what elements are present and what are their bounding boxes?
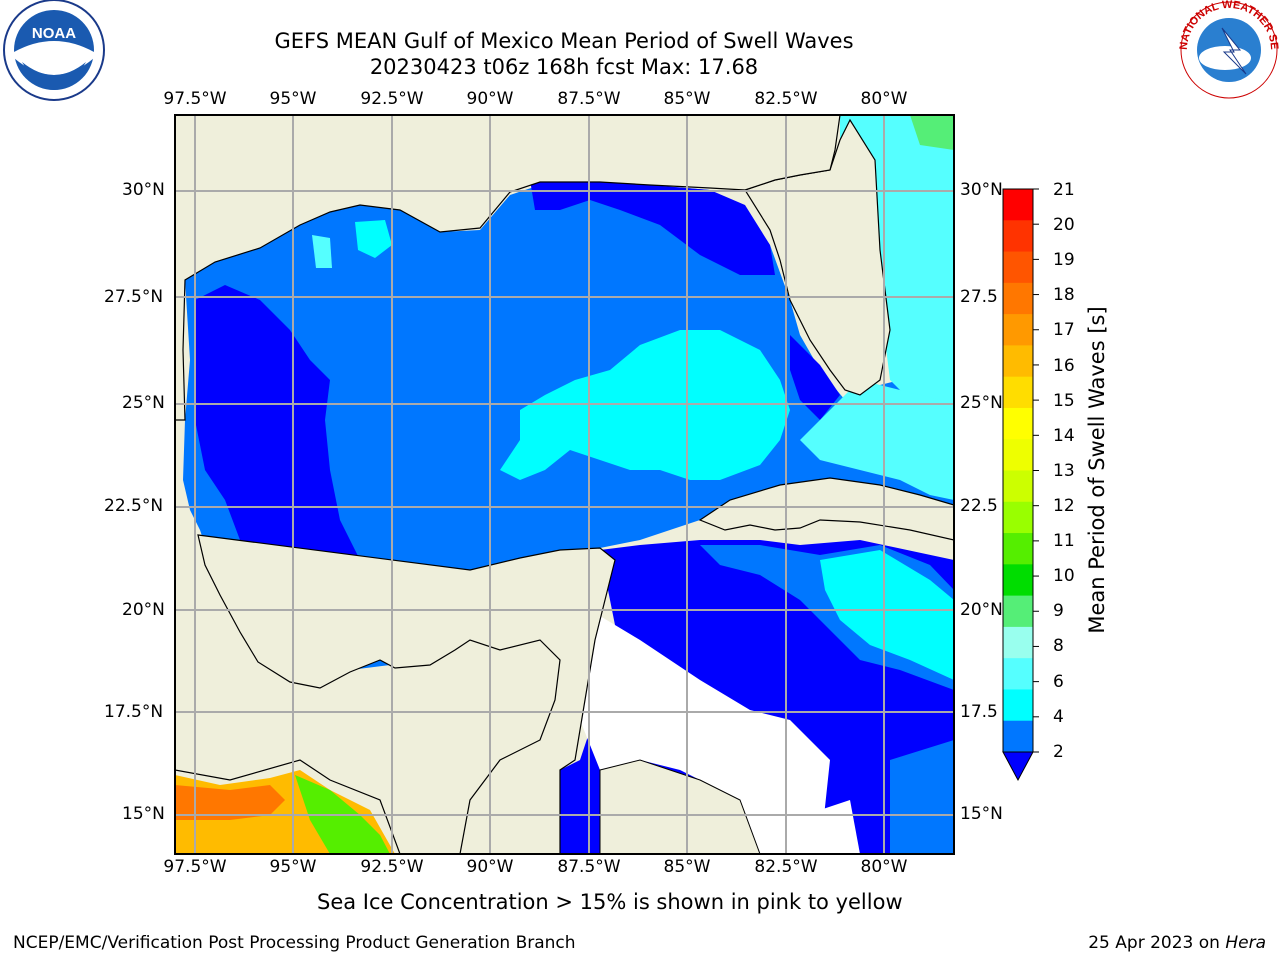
lat-label-left: 25°N bbox=[122, 393, 165, 413]
svg-text:NOAA: NOAA bbox=[32, 25, 76, 42]
lon-label-bottom: 85°W bbox=[663, 857, 711, 877]
lat-label-right: 25°N bbox=[960, 393, 1003, 413]
lat-label-left: 15°N bbox=[122, 804, 165, 824]
lon-label-bottom: 90°W bbox=[466, 857, 514, 877]
lon-label-top: 95°W bbox=[269, 89, 317, 109]
lon-label-top: 85°W bbox=[663, 89, 711, 109]
lat-label-left: 27.5°N bbox=[104, 287, 164, 307]
colorbar-tick: 12 bbox=[1053, 496, 1075, 516]
colorbar-segment bbox=[1003, 595, 1033, 628]
svg-text:NATIONAL WEATHER SERVICE: NATIONAL WEATHER SERVICE bbox=[0, 0, 1280, 50]
lat-label-left: 17.5°N bbox=[104, 702, 164, 722]
northeast-low-period bbox=[530, 180, 775, 275]
lon-label-bottom: 87.5°W bbox=[557, 857, 621, 877]
colorbar-tick: 17 bbox=[1053, 320, 1075, 340]
colorbar-segment bbox=[1003, 470, 1033, 503]
colorbar-tick: 6 bbox=[1053, 672, 1064, 692]
graticule bbox=[175, 115, 954, 854]
colorbar-segment bbox=[1003, 220, 1033, 253]
colorbar-tick: 10 bbox=[1053, 566, 1075, 586]
colorbar-segment bbox=[1003, 376, 1033, 409]
footer-machine: Hera bbox=[1225, 933, 1266, 953]
map-subtitle: 20230423 t06z 168h fcst Max: 17.68 bbox=[369, 55, 759, 79]
lon-label-bottom: 82.5°W bbox=[754, 857, 818, 877]
lat-label-right: 22.5 bbox=[960, 496, 998, 516]
colorbar-segment bbox=[1003, 189, 1033, 221]
footer-date: 25 Apr 2023 on Hera bbox=[1088, 933, 1266, 953]
colorbar-tick: 20 bbox=[1053, 215, 1075, 235]
colorbar-segment bbox=[1003, 626, 1033, 659]
colorbar-segment bbox=[1003, 282, 1033, 315]
lat-label-left: 30°N bbox=[122, 180, 165, 200]
lon-label-top: 90°W bbox=[466, 89, 514, 109]
map-title: GEFS MEAN Gulf of Mexico Mean Period of … bbox=[274, 29, 854, 53]
lon-label-bottom: 80°W bbox=[860, 857, 908, 877]
colorbar-segment bbox=[1003, 564, 1033, 597]
colorbar-segment bbox=[1003, 345, 1033, 378]
lon-label-top: 80°W bbox=[860, 89, 908, 109]
lon-label-bottom: 92.5°W bbox=[360, 857, 424, 877]
colorbar-tick: 14 bbox=[1053, 426, 1075, 446]
colorbar-tick: 11 bbox=[1053, 531, 1075, 551]
colorbar-tick: 16 bbox=[1053, 356, 1075, 376]
map-area bbox=[175, 115, 954, 854]
colorbar-tick: 18 bbox=[1053, 285, 1075, 305]
colorbar-segment bbox=[1003, 439, 1033, 471]
colorbar-tick: 21 bbox=[1053, 180, 1075, 200]
colorbar-tick: 15 bbox=[1053, 391, 1075, 411]
colorbar-segment bbox=[1003, 720, 1033, 753]
colorbar-extend bbox=[1002, 751, 1034, 782]
colorbar-segment bbox=[1003, 658, 1033, 690]
colorbar-label: Mean Period of Swell Waves [s] bbox=[1085, 306, 1109, 634]
colorbar-tick: 13 bbox=[1053, 461, 1075, 481]
colorbar-tick: 4 bbox=[1053, 707, 1064, 727]
colorbar-tick: 2 bbox=[1053, 742, 1064, 762]
colorbar-segment bbox=[1003, 689, 1033, 722]
colorbar-segment bbox=[1003, 314, 1033, 346]
lat-label-right: 30°N bbox=[960, 180, 1003, 200]
lat-label-left: 20°N bbox=[122, 600, 165, 620]
lat-label-left: 22.5°N bbox=[104, 496, 164, 516]
lon-label-bottom: 97.5°W bbox=[163, 857, 227, 877]
sea-ice-note: Sea Ice Concentration > 15% is shown in … bbox=[317, 890, 903, 914]
colorbar-tick: 9 bbox=[1053, 601, 1064, 621]
lat-label-right: 15°N bbox=[960, 804, 1003, 824]
lon-label-top: 97.5°W bbox=[163, 89, 227, 109]
colorbar-segment bbox=[1003, 533, 1033, 565]
lon-label-top: 92.5°W bbox=[360, 89, 424, 109]
lat-label-right: 27.5 bbox=[960, 287, 998, 307]
lon-label-bottom: 95°W bbox=[269, 857, 317, 877]
lat-label-right: 20°N bbox=[960, 600, 1003, 620]
lat-label-right: 17.5 bbox=[960, 702, 998, 722]
footer-credit: NCEP/EMC/Verification Post Processing Pr… bbox=[13, 933, 576, 953]
lon-label-top: 87.5°W bbox=[557, 89, 621, 109]
cuba-land bbox=[698, 477, 954, 541]
colorbar-tick: 8 bbox=[1053, 636, 1064, 656]
colorbar-segment bbox=[1003, 501, 1033, 534]
colorbar-tick: 19 bbox=[1053, 250, 1075, 270]
colorbar-segment bbox=[1003, 251, 1033, 284]
noaa-logo: NOAA bbox=[3, 0, 105, 101]
colorbar bbox=[1002, 188, 1039, 782]
colorbar-segment bbox=[1003, 407, 1033, 440]
nws-logo: NATIONAL WEATHER SERVICE bbox=[0, 0, 1280, 99]
map-frame bbox=[174, 114, 955, 855]
lon-label-top: 82.5°W bbox=[754, 89, 818, 109]
